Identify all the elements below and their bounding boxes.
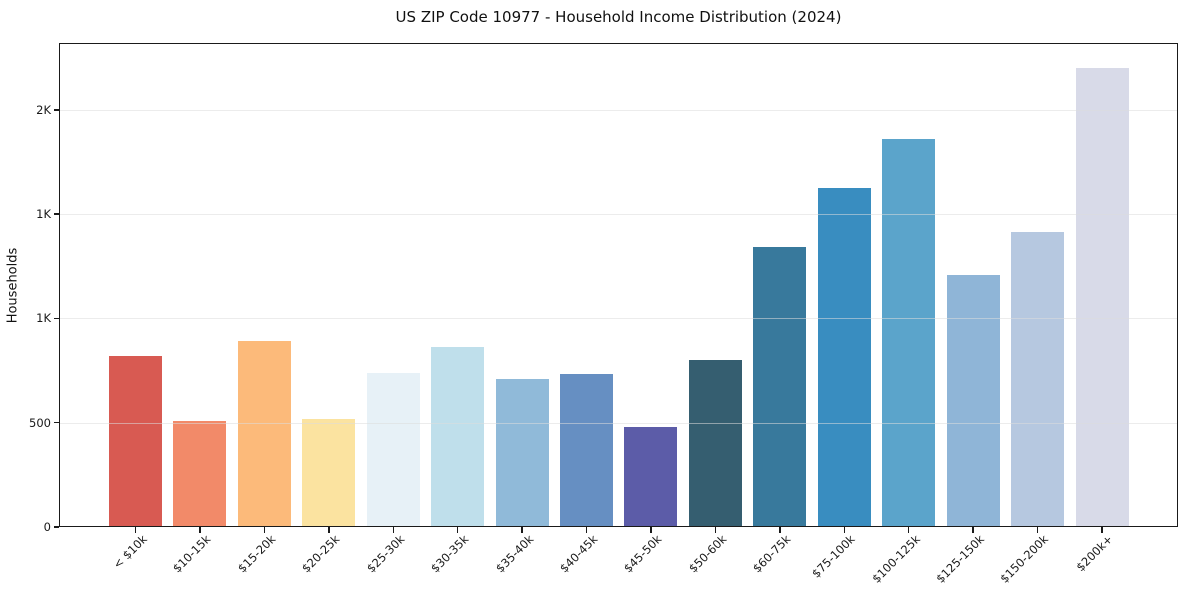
x-tick-label: $50-60k xyxy=(685,532,730,576)
x-tick-label: $45-50k xyxy=(621,532,665,576)
y-tick-label: 500 xyxy=(29,415,51,430)
x-tick-label: $100-125k xyxy=(868,532,923,586)
bar xyxy=(1011,231,1064,527)
bar xyxy=(560,373,613,527)
chart-title: US ZIP Code 10977 - Household Income Dis… xyxy=(395,8,842,26)
plot-area xyxy=(59,43,1178,527)
bar xyxy=(495,378,549,527)
bar xyxy=(431,347,485,527)
bar xyxy=(109,356,162,527)
x-tick-mark xyxy=(907,527,910,533)
x-tick-mark xyxy=(134,527,137,533)
x-tick-mark xyxy=(972,527,974,533)
bar xyxy=(302,418,356,527)
x-tick-label: $60-75k xyxy=(750,532,794,576)
bar xyxy=(366,372,420,527)
x-tick-mark xyxy=(1036,527,1039,533)
x-tick-label: $150-200k xyxy=(997,532,1052,586)
x-tick-label: $200k+ xyxy=(1073,532,1116,575)
x-tick-mark xyxy=(392,527,394,533)
x-tick-mark xyxy=(650,527,652,533)
x-tick-mark xyxy=(1101,527,1103,533)
x-tick-mark xyxy=(328,527,330,533)
x-tick-label: $10-15k xyxy=(170,532,214,576)
x-tick-mark xyxy=(779,527,781,533)
x-tick-mark xyxy=(263,527,266,533)
x-tick-mark xyxy=(843,527,845,533)
x-tick-label: $75-100k xyxy=(809,532,859,581)
x-tick-mark xyxy=(714,527,717,533)
x-tick-mark xyxy=(456,527,459,533)
y-tick-mark xyxy=(54,109,59,111)
bar xyxy=(237,340,291,527)
y-tick-mark xyxy=(54,317,59,320)
bar xyxy=(624,427,678,527)
y-tick-label: 0 xyxy=(43,520,51,534)
bar xyxy=(1075,68,1129,527)
x-tick-label: < $10k xyxy=(109,532,150,572)
y-tick-label: 1K xyxy=(36,207,51,222)
bar xyxy=(753,246,807,527)
y-tick-mark xyxy=(54,421,59,424)
y-tick-label: 1K xyxy=(36,311,51,326)
x-tick-mark xyxy=(199,527,201,533)
x-tick-label: $35-40k xyxy=(492,532,536,576)
bar xyxy=(817,187,871,527)
bar xyxy=(173,421,227,527)
x-tick-label: $125-150k xyxy=(933,532,987,586)
x-tick-mark xyxy=(521,527,523,533)
x-tick-label: $25-30k xyxy=(363,532,408,576)
y-tick-mark xyxy=(54,526,59,528)
bar xyxy=(882,139,936,527)
x-tick-label: $40-45k xyxy=(556,532,601,576)
bar-series xyxy=(59,43,1178,527)
x-tick-label: $20-25k xyxy=(299,532,343,576)
x-tick-label: $30-35k xyxy=(428,532,472,576)
bar xyxy=(688,360,742,527)
bar xyxy=(946,275,1000,527)
x-tick-label: $15-20k xyxy=(234,532,279,576)
x-tick-mark xyxy=(585,527,588,533)
y-tick-label: 2K xyxy=(36,102,51,117)
y-tick-mark xyxy=(54,213,59,215)
